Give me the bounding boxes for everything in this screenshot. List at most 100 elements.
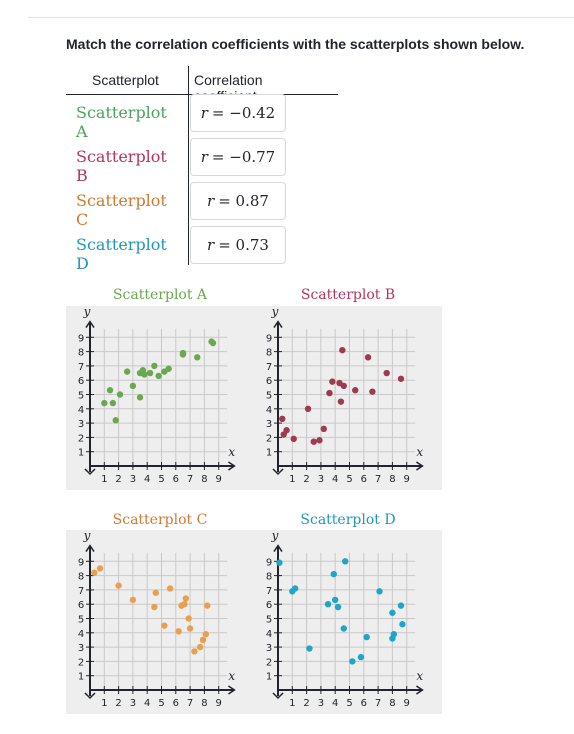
x-tick-label: 7 — [375, 698, 381, 709]
data-point — [291, 585, 299, 592]
data-point — [349, 658, 356, 665]
data-point — [342, 558, 349, 565]
plot-title-a: Scatterplot A — [112, 287, 208, 303]
data-point — [332, 596, 339, 604]
y-axis-arrow — [273, 320, 283, 328]
y-tick-label: 5 — [266, 615, 272, 626]
data-point — [181, 601, 188, 608]
x-tick-label: 8 — [201, 474, 207, 485]
coefficient-card-2[interactable]: r = −0.77 — [190, 138, 286, 176]
data-point — [155, 372, 162, 380]
data-point — [363, 633, 370, 641]
x-axis-arrow — [416, 685, 424, 695]
x-tick-label: 3 — [318, 474, 324, 485]
y-tick-label: 2 — [266, 657, 272, 668]
data-point — [101, 399, 108, 407]
data-point — [146, 369, 154, 377]
x-tick-label: 2 — [115, 474, 121, 485]
data-point — [339, 346, 346, 354]
data-point — [194, 354, 201, 361]
y-tick-label: 9 — [78, 557, 84, 568]
data-point — [123, 368, 131, 375]
data-point — [151, 603, 158, 611]
data-point — [91, 569, 98, 576]
data-point — [186, 625, 194, 632]
y-tick-label: 2 — [78, 433, 84, 444]
x-axis-label: x — [228, 445, 235, 459]
data-point — [383, 369, 390, 377]
x-tick-label: 7 — [375, 474, 381, 485]
data-point — [357, 653, 365, 661]
y-axis-arrow — [273, 544, 283, 552]
data-point — [161, 368, 168, 375]
y-tick-label: 6 — [266, 600, 272, 611]
coefficient-card-4[interactable]: r = 0.73 — [190, 226, 286, 264]
data-point — [166, 585, 174, 592]
origin-arrow — [84, 468, 96, 476]
y-axis-arrow — [85, 320, 95, 328]
x-tick-label: 7 — [187, 474, 193, 485]
x-tick-label: 5 — [346, 698, 352, 709]
data-point — [152, 589, 159, 596]
y-tick-label: 5 — [78, 391, 84, 402]
data-point — [129, 596, 137, 604]
y-axis-label: y — [271, 306, 279, 319]
r-value: = −0.42 — [211, 104, 276, 122]
y-tick-label: 7 — [266, 362, 272, 373]
data-point — [340, 625, 347, 632]
x-tick-label: 1 — [289, 474, 295, 485]
data-point — [389, 609, 396, 616]
x-tick-label: 1 — [101, 474, 107, 485]
y-axis-label: y — [83, 306, 91, 319]
x-tick-label: 6 — [361, 698, 367, 709]
y-tick-label: 3 — [78, 643, 84, 654]
data-point — [202, 631, 210, 638]
x-tick-label: 6 — [173, 474, 179, 485]
data-point — [369, 388, 376, 395]
y-tick-label: 1 — [78, 448, 84, 459]
r-value: = 0.73 — [218, 236, 269, 254]
coefficient-card-1[interactable]: r = −0.42 — [190, 94, 286, 132]
coefficient-card-3[interactable]: r = 0.87 — [190, 182, 286, 220]
x-tick-label: 3 — [130, 698, 136, 709]
y-axis-label: y — [271, 530, 279, 543]
y-tick-label: 3 — [266, 643, 272, 654]
plot-title-d: Scatterplot D — [300, 512, 396, 528]
y-tick-label: 9 — [266, 333, 272, 344]
x-tick-label: 9 — [216, 474, 222, 485]
y-tick-label: 1 — [78, 672, 84, 683]
y-tick-label: 2 — [78, 657, 84, 668]
y-tick-label: 3 — [266, 419, 272, 430]
y-tick-label: 2 — [266, 433, 272, 444]
x-tick-label: 3 — [130, 474, 136, 485]
data-point — [279, 415, 286, 423]
data-point — [129, 382, 137, 390]
data-point — [337, 398, 345, 405]
x-axis-arrow — [228, 461, 236, 471]
top-divider — [28, 17, 574, 18]
data-point — [115, 582, 122, 589]
x-tick-label: 9 — [404, 698, 410, 709]
data-point — [290, 435, 297, 443]
y-tick-label: 5 — [78, 615, 84, 626]
data-point — [112, 417, 119, 424]
x-tick-label: 8 — [389, 698, 395, 709]
data-point — [397, 375, 405, 382]
data-point — [179, 351, 187, 358]
x-axis-arrow — [416, 461, 424, 471]
x-tick-label: 4 — [332, 698, 338, 709]
y-tick-label: 1 — [266, 448, 272, 459]
data-point — [390, 631, 398, 638]
data-point — [326, 389, 333, 397]
y-tick-label: 3 — [78, 419, 84, 430]
y-tick-label: 4 — [78, 629, 84, 640]
x-tick-label: 2 — [303, 698, 309, 709]
row-label-c: Scatterplot C — [76, 191, 167, 229]
x-tick-label: 5 — [346, 474, 352, 485]
data-point — [199, 636, 207, 644]
x-tick-label: 1 — [289, 698, 295, 709]
column-divider — [188, 66, 189, 265]
data-point — [397, 602, 405, 609]
